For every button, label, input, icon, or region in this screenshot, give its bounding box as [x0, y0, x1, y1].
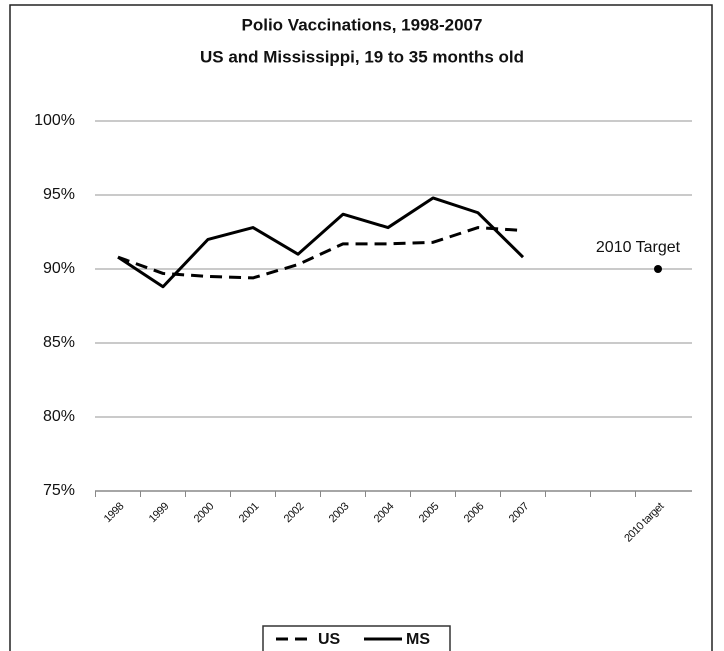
legend-label: US: [318, 631, 341, 648]
series-line: [117, 196, 525, 289]
legend-label: MS: [406, 631, 430, 648]
target-label: 2010 Target: [596, 239, 681, 256]
chart-subtitle: US and Mississippi, 19 to 35 months old: [200, 47, 524, 66]
x-tick-label: 1998: [102, 500, 127, 525]
x-tick-label: 2010 target: [622, 500, 666, 544]
series-line: [117, 226, 524, 280]
x-tick-label: 2006: [462, 500, 487, 525]
y-tick-label: 100%: [34, 112, 75, 129]
chart-border: [9, 4, 713, 651]
x-tick-label: 2007: [507, 500, 532, 525]
legend-box: [262, 625, 451, 651]
x-tick-label: 2003: [327, 500, 352, 525]
y-tick-label: 95%: [43, 186, 75, 203]
x-tick-label: 2004: [372, 500, 397, 525]
x-tick-label: 2001: [237, 500, 262, 525]
target-point: [654, 265, 662, 273]
y-tick-label: 80%: [43, 408, 75, 425]
y-tick-label: 85%: [43, 334, 75, 351]
chart-title: Polio Vaccinations, 1998-2007: [242, 15, 483, 34]
x-tick-label: 1999: [147, 500, 172, 525]
x-tick-label: 2000: [192, 500, 217, 525]
y-tick-label: 90%: [43, 260, 75, 277]
legend: US MS: [262, 625, 451, 651]
y-tick-label: 75%: [43, 482, 75, 499]
x-tick-label: 2002: [282, 500, 307, 525]
x-tick-label: 2005: [417, 500, 442, 525]
